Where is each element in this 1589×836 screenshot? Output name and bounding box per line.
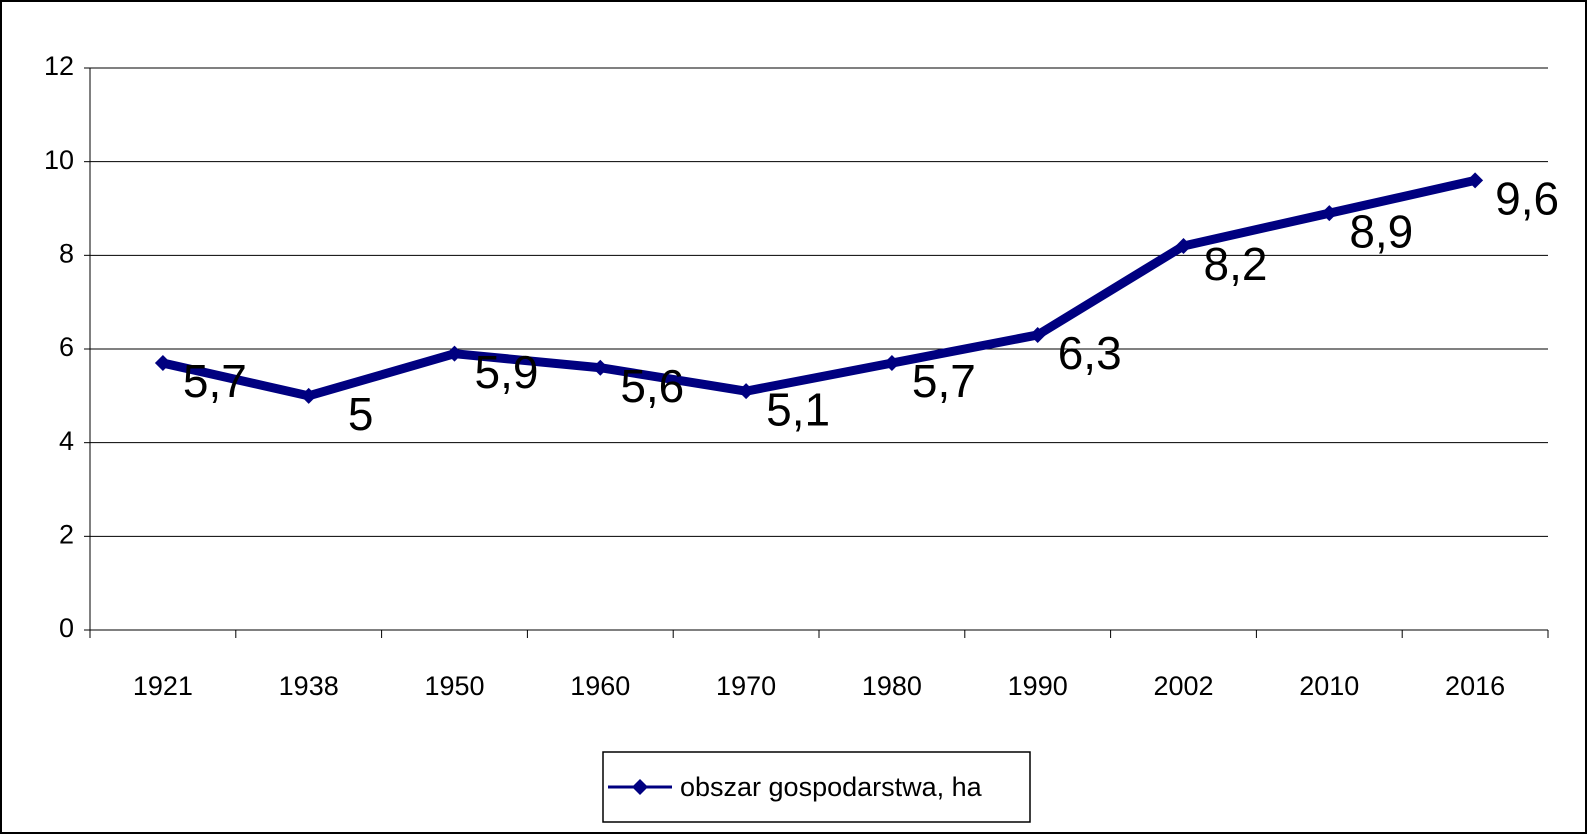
data-label: 5,9 xyxy=(475,346,539,398)
data-label: 5 xyxy=(348,388,374,440)
x-tick-label: 1990 xyxy=(1008,671,1068,701)
x-tick-label: 1950 xyxy=(424,671,484,701)
point-marker xyxy=(446,345,463,362)
y-tick-label: 10 xyxy=(44,145,74,175)
point-marker xyxy=(738,383,755,400)
y-tick-label: 12 xyxy=(44,51,74,81)
data-label: 8,9 xyxy=(1349,205,1413,257)
data-label: 6,3 xyxy=(1058,327,1122,379)
x-tick-label: 1960 xyxy=(570,671,630,701)
data-label: 5,6 xyxy=(620,360,684,412)
data-label: 9,6 xyxy=(1495,173,1559,225)
series-line xyxy=(161,176,1477,401)
point-marker xyxy=(1029,326,1046,343)
x-tick-label: 1980 xyxy=(862,671,922,701)
y-tick-label: 2 xyxy=(59,519,74,549)
y-tick-label: 0 xyxy=(59,613,74,643)
point-marker xyxy=(592,359,609,376)
x-tick-label: 2010 xyxy=(1299,671,1359,701)
data-label: 8,2 xyxy=(1204,238,1268,290)
point-marker xyxy=(300,387,317,404)
y-tick-label: 4 xyxy=(59,426,74,456)
legend-box xyxy=(602,751,1031,823)
x-tick-label: 1970 xyxy=(716,671,776,701)
y-tick-label: 8 xyxy=(59,238,74,268)
legend-label: obszar gospodarstwa, ha xyxy=(680,772,983,802)
legend-marker xyxy=(632,779,648,795)
point-marker xyxy=(1175,237,1192,254)
point-marker xyxy=(154,355,171,372)
data-label: 5,1 xyxy=(766,383,830,435)
x-tick-label: 2016 xyxy=(1445,671,1505,701)
legend: obszar gospodarstwa, ha xyxy=(602,751,1031,823)
data-label: 5,7 xyxy=(912,355,976,407)
point-marker xyxy=(1467,172,1484,189)
x-tick-label: 2002 xyxy=(1153,671,1213,701)
point-marker xyxy=(1321,205,1338,222)
point-marker xyxy=(883,355,900,372)
y-tick-label: 6 xyxy=(59,332,74,362)
x-tick-label: 1938 xyxy=(279,671,339,701)
data-label: 5,7 xyxy=(183,355,247,407)
x-tick-label: 1921 xyxy=(133,671,193,701)
